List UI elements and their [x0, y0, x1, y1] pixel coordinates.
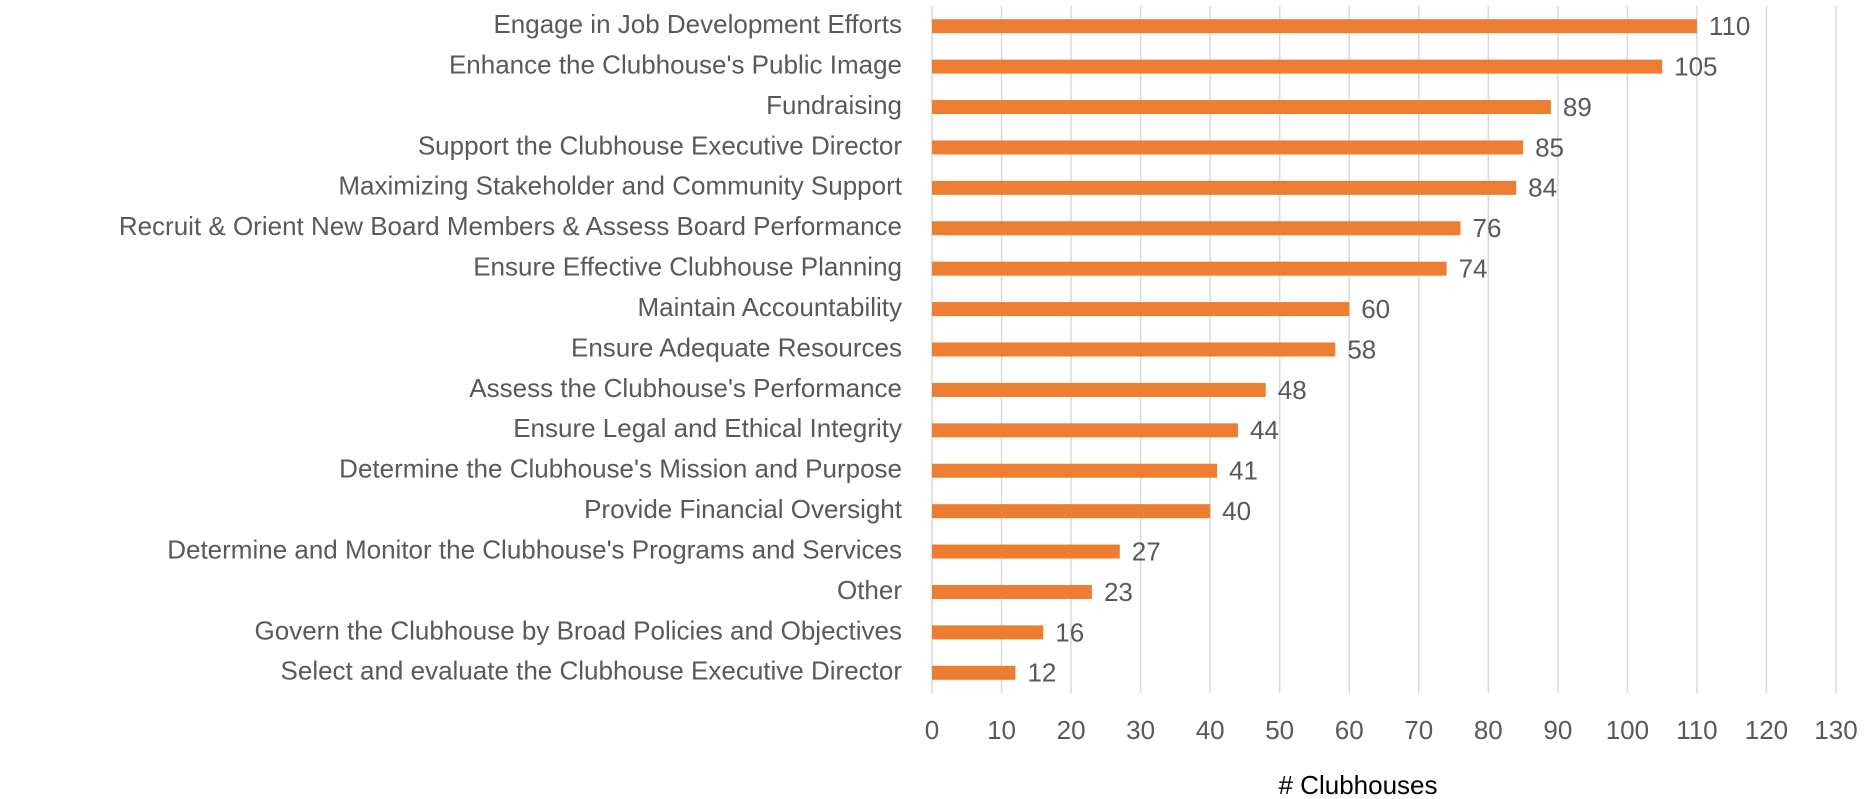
y-tick-label: Assess the Clubhouse's Performance — [469, 373, 902, 403]
x-tick-label: 0 — [925, 715, 939, 745]
bar — [932, 584, 1092, 599]
y-tick-label: Support the Clubhouse Executive Director — [418, 130, 902, 160]
data-label: 48 — [1278, 375, 1307, 405]
data-label: 84 — [1528, 173, 1557, 203]
data-label: 41 — [1229, 456, 1258, 486]
y-tick-label: Fundraising — [766, 90, 902, 120]
y-tick-label: Determine the Clubhouse's Mission and Pu… — [339, 454, 902, 484]
x-tick-label: 60 — [1335, 715, 1364, 745]
bar — [932, 463, 1218, 478]
y-tick-label: Ensure Adequate Resources — [571, 332, 902, 362]
bar — [932, 180, 1517, 195]
bar — [932, 302, 1350, 317]
data-label: 27 — [1132, 536, 1161, 566]
x-tick-label: 50 — [1265, 715, 1294, 745]
y-tick-label: Govern the Clubhouse by Broad Policies a… — [255, 615, 902, 645]
y-tick-label: Ensure Legal and Ethical Integrity — [513, 413, 902, 443]
bar — [932, 59, 1663, 74]
bar — [932, 221, 1461, 236]
x-tick-label: 130 — [1814, 715, 1857, 745]
x-tick-label: 30 — [1126, 715, 1155, 745]
x-tick-label: 10 — [987, 715, 1016, 745]
data-label: 105 — [1674, 51, 1717, 81]
x-tick-label: 70 — [1404, 715, 1433, 745]
y-tick-label: Provide Financial Oversight — [584, 494, 903, 524]
bar — [932, 625, 1044, 640]
data-label: 85 — [1535, 132, 1564, 162]
x-tick-label: 90 — [1543, 715, 1572, 745]
bar — [932, 342, 1336, 357]
y-tick-label: Enhance the Clubhouse's Public Image — [449, 49, 902, 79]
x-tick-label: 80 — [1474, 715, 1503, 745]
data-label: 40 — [1222, 496, 1251, 526]
data-label: 76 — [1472, 213, 1501, 243]
y-tick-label: Recruit & Orient New Board Members & Ass… — [119, 211, 902, 241]
y-tick-label: Select and evaluate the Clubhouse Execut… — [281, 656, 903, 686]
y-tick-label: Maintain Accountability — [638, 292, 902, 322]
data-label: 44 — [1250, 415, 1279, 445]
data-label: 60 — [1361, 294, 1390, 324]
x-tick-label: 120 — [1745, 715, 1788, 745]
data-label: 12 — [1027, 658, 1056, 688]
bar — [932, 261, 1447, 276]
bar — [932, 665, 1016, 680]
bar — [932, 423, 1238, 438]
x-tick-label: 20 — [1057, 715, 1086, 745]
bar — [932, 140, 1524, 155]
bar — [932, 100, 1551, 115]
bar — [932, 19, 1697, 34]
data-label: 110 — [1709, 11, 1750, 41]
bar — [932, 504, 1211, 519]
data-label: 16 — [1055, 617, 1084, 647]
x-tick-label: 100 — [1606, 715, 1649, 745]
data-label: 89 — [1563, 92, 1592, 122]
x-axis-title: # Clubhouses — [1279, 770, 1438, 799]
bar — [932, 544, 1120, 559]
data-label: 23 — [1104, 577, 1133, 607]
x-tick-label: 110 — [1676, 715, 1717, 745]
x-tick-label: 40 — [1196, 715, 1225, 745]
data-label: 74 — [1459, 254, 1488, 284]
bar — [932, 382, 1266, 397]
data-label: 58 — [1347, 334, 1376, 364]
y-tick-label: Ensure Effective Clubhouse Planning — [473, 252, 902, 282]
y-tick-label: Other — [837, 575, 902, 605]
y-tick-label: Maximizing Stakeholder and Community Sup… — [338, 171, 902, 201]
y-tick-label: Engage in Job Development Efforts — [493, 9, 902, 39]
y-tick-label: Determine and Monitor the Clubhouse's Pr… — [167, 534, 902, 564]
